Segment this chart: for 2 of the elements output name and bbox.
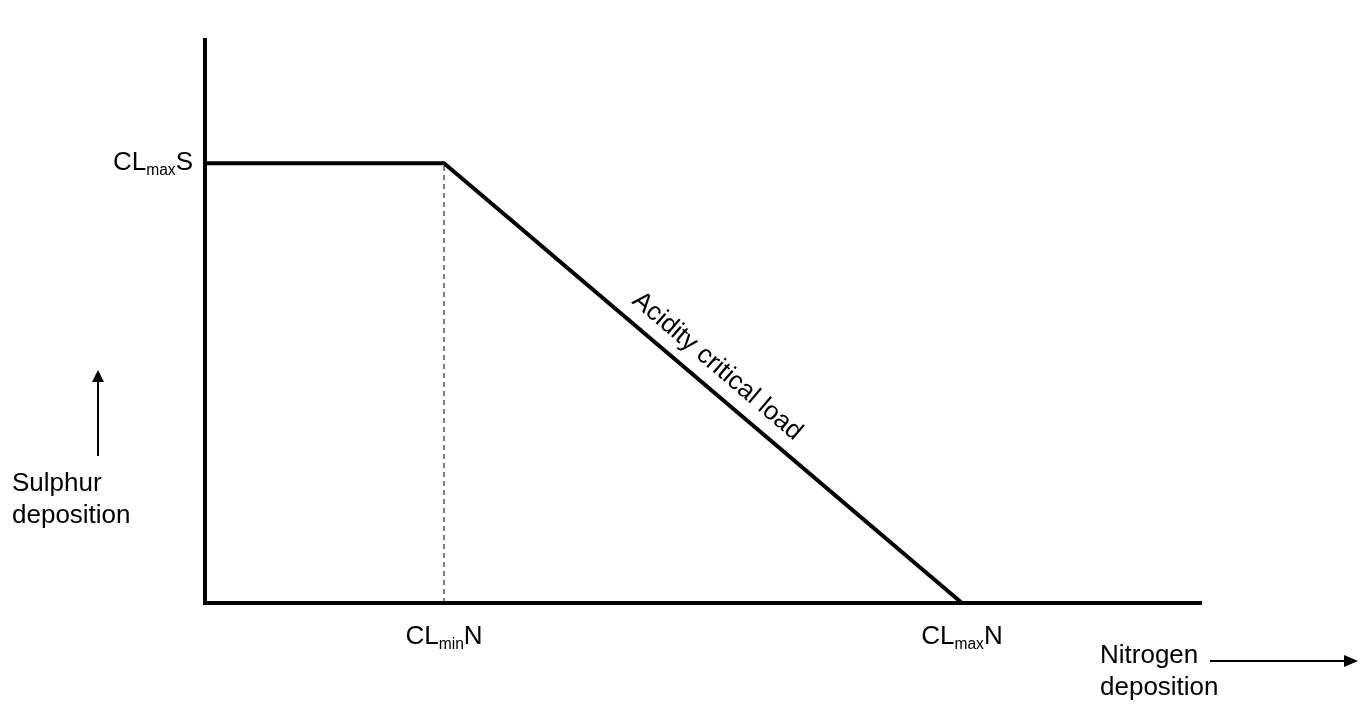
x-axis-title: Nitrogen deposition xyxy=(1100,638,1220,702)
y-axis-title: Sulphur deposition xyxy=(12,466,132,530)
